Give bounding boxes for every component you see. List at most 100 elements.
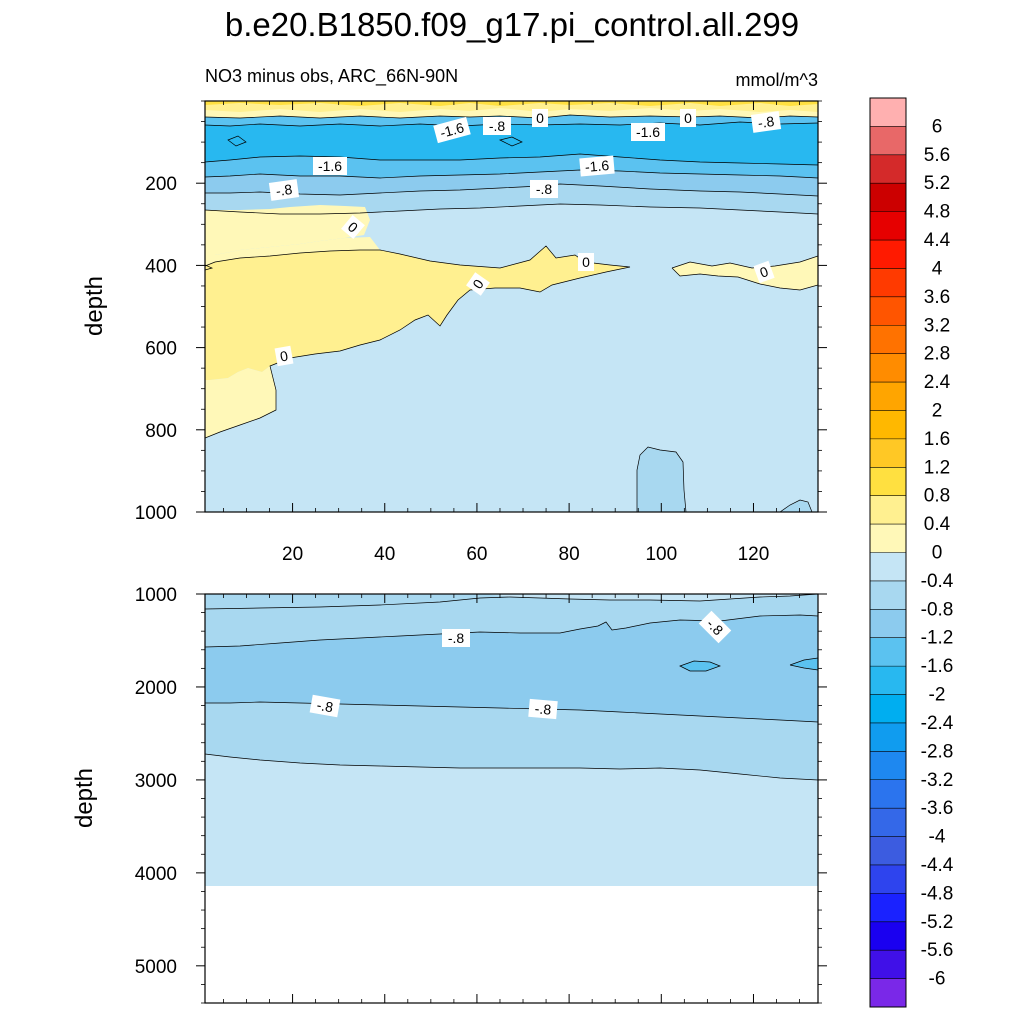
contour-label: -.8	[316, 697, 335, 716]
contour-label-box	[532, 109, 548, 127]
lower-blob-edge	[790, 658, 818, 670]
colorbar-swatch	[870, 410, 906, 440]
contour-label-box	[750, 111, 782, 133]
colorbar-label: -4.4	[921, 855, 954, 876]
colorbar-label: -6	[929, 969, 946, 990]
colorbar-label: 5.2	[924, 173, 950, 194]
contour-label-box	[680, 109, 696, 127]
contour-label-box	[579, 155, 615, 177]
colorbar-label: 4.4	[924, 230, 951, 251]
colorbar-label: 6	[932, 116, 943, 137]
colorbar-label: 1.2	[924, 457, 950, 478]
colorbar-label: -1.2	[921, 628, 954, 649]
colorbar-label: 5.6	[924, 145, 950, 166]
upper-contour-labels: -1.6 -.8 0 -1.6 0 -.8 -1.6 -1.6 -.8 -.8 …	[268, 109, 782, 367]
contour-label: -.8	[275, 181, 294, 199]
colorbar-swatch	[870, 240, 906, 269]
contour-label: -1.6	[636, 124, 660, 140]
contour-label-box	[631, 123, 665, 141]
contour-label: 0	[536, 110, 544, 126]
y-tick-label: 1000	[135, 503, 177, 524]
contour-label: 0	[684, 110, 692, 126]
contour-label-box	[309, 694, 341, 718]
main-title: b.e20.B1850.f09_g17.pi_control.all.299	[225, 6, 799, 43]
contour-label-box	[530, 180, 558, 198]
contour-label: -.8	[489, 118, 506, 134]
contour-label: -.8	[534, 700, 552, 717]
colorbar-swatch	[870, 268, 906, 298]
colorbar-label: -2.8	[921, 741, 954, 762]
lower-blob-east	[680, 661, 720, 671]
contour-label: -.8	[448, 630, 465, 646]
colorbar-label: -3.6	[921, 798, 954, 819]
colorbar-label: -0.4	[921, 571, 954, 592]
colorbar-label: 1.6	[924, 429, 950, 450]
colorbar-label: 4	[932, 258, 943, 279]
contour-label-box	[442, 629, 470, 647]
contour-label-box	[466, 272, 490, 296]
y-tick-label: 5000	[135, 957, 177, 978]
colorbar-label: 2.4	[924, 372, 951, 393]
x-tick-label: 40	[374, 544, 395, 565]
colorbar-label: -4	[929, 827, 946, 848]
contour-label-box	[433, 116, 471, 144]
colorbar-swatch	[870, 836, 906, 866]
colorbar-label: 2	[932, 400, 943, 421]
colorbar-label: 3.6	[924, 287, 950, 308]
upper-positive-anomaly-lower-lobe	[205, 366, 276, 438]
colorbar-label: 4.8	[924, 202, 950, 223]
x-tick-label: 60	[466, 544, 487, 565]
colorbar-swatch	[870, 154, 906, 184]
colorbar-swatch	[870, 495, 906, 525]
lower-top-blob	[484, 594, 818, 601]
lower-contour-labels: -.8 -.8 -.8 -.8	[309, 610, 732, 720]
contour-label-box	[528, 698, 558, 720]
lower-field	[205, 594, 818, 886]
lower-axes: 1000 2000 3000 4000 5000	[135, 585, 827, 1004]
colorbar-label: -2	[929, 685, 946, 706]
lower-ylabel: depth	[71, 768, 98, 828]
upper-positive-anomaly-yellow	[205, 205, 370, 258]
lower-band-medium-blue	[205, 615, 818, 722]
colorbar-swatch	[870, 609, 906, 639]
colorbar-swatch	[870, 978, 906, 1008]
colorbar-swatch	[870, 694, 906, 724]
x-tick-label: 20	[282, 544, 303, 565]
colorbar-swatch	[870, 98, 906, 127]
contour-label: -.8	[757, 113, 776, 131]
colorbar-swatch	[870, 126, 906, 156]
colorbar-swatch	[870, 353, 906, 383]
colorbar-label: -1.6	[921, 656, 954, 677]
y-tick-label: 2000	[135, 678, 177, 699]
colorbar-swatch	[870, 779, 906, 809]
colorbar-label: 0.8	[924, 486, 950, 507]
colorbar: 6 5.6 5.2 4.8 4.4 4 3.6 3.2 2.8 2.4 2 1.6 1.2 0.8 0.4 0…	[869, 97, 954, 1008]
contour-label-box	[313, 157, 347, 175]
contour-label: 0	[279, 347, 290, 364]
x-tick-label: 120	[738, 544, 770, 565]
contour-label-box	[341, 214, 365, 240]
contour-label: -1.6	[584, 157, 610, 175]
contour-label: -.8	[536, 181, 553, 197]
units-subtitle: mmol/m^3	[736, 70, 818, 90]
contour-label-box	[483, 117, 511, 135]
colorbar-label: -0.8	[921, 599, 954, 620]
y-tick-label: 1000	[135, 585, 177, 606]
colorbar-label: -3.2	[921, 770, 954, 791]
upper-bottom-right-blob	[780, 500, 812, 512]
upper-deep-blob	[637, 447, 686, 512]
colorbar-label: -2.4	[921, 713, 954, 734]
colorbar-swatch	[870, 893, 906, 923]
colorbar-swatch	[870, 722, 906, 752]
upper-contour-lines	[205, 114, 818, 512]
colorbar-label: -4.8	[921, 883, 954, 904]
colorbar-swatch	[870, 808, 906, 838]
colorbar-swatch	[870, 211, 906, 241]
upper-surface-yellow-strong	[205, 101, 818, 106]
y-tick-label: 600	[145, 339, 177, 360]
lower-panel: -.8 -.8 -.8 -.8 1000 2000 3000 4000 5000 dep…	[71, 585, 827, 1004]
colorbar-swatch	[870, 296, 906, 326]
x-tick-label: 80	[559, 544, 580, 565]
colorbar-swatch	[870, 524, 906, 553]
upper-positive-anomaly-tongue	[205, 246, 630, 380]
